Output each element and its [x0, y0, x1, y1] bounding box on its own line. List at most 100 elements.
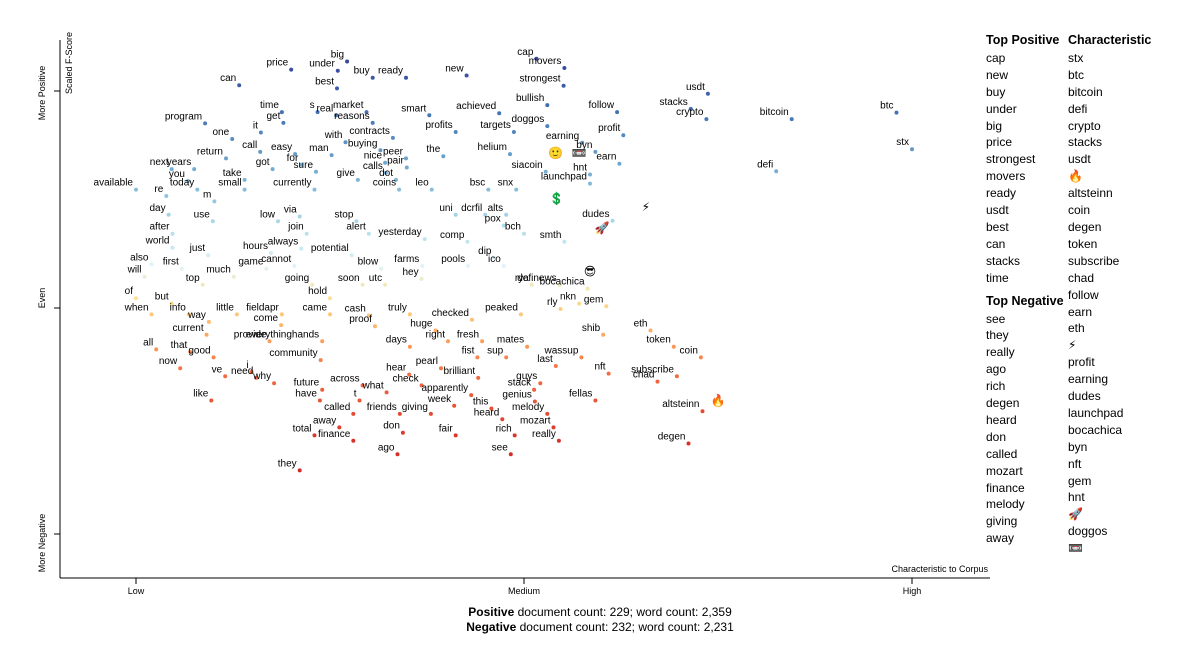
characteristic-item[interactable]: profit [1068, 355, 1095, 370]
term-label[interactable]: world [145, 236, 170, 247]
top-positive-item[interactable]: price [986, 135, 1013, 150]
top-positive-item[interactable]: new [986, 67, 1009, 82]
term-label[interactable]: what [361, 380, 383, 391]
term-label[interactable]: rya [515, 273, 529, 284]
term-point[interactable] [483, 212, 488, 217]
term-point[interactable] [420, 264, 425, 268]
term-point[interactable] [312, 187, 317, 192]
term-point[interactable] [407, 344, 412, 349]
term-point[interactable] [774, 169, 779, 174]
term-label[interactable]: subscribe [631, 364, 674, 375]
term-label[interactable]: utc [369, 273, 382, 284]
emoji-point[interactable]: 💲 [549, 192, 564, 206]
term-label[interactable]: now [159, 356, 178, 367]
term-point[interactable] [504, 212, 509, 217]
term-label[interactable]: top [186, 273, 200, 284]
term-point[interactable] [249, 369, 254, 374]
term-point[interactable] [557, 282, 562, 287]
term-label[interactable]: ico [488, 254, 501, 265]
term-point[interactable] [297, 214, 302, 219]
term-point[interactable] [242, 177, 247, 182]
top-negative-item[interactable]: they [986, 328, 1009, 343]
term-point[interactable] [545, 124, 550, 129]
term-label[interactable]: cap [517, 47, 534, 58]
term-label[interactable]: heard [474, 407, 500, 418]
term-point[interactable] [195, 187, 200, 192]
term-label[interactable]: come [254, 313, 279, 324]
term-label[interactable]: real [317, 103, 334, 114]
term-point[interactable] [149, 262, 154, 267]
term-label[interactable]: this [473, 397, 489, 408]
term-label[interactable]: rly [547, 297, 558, 308]
term-point[interactable] [299, 162, 304, 167]
term-point[interactable] [404, 156, 408, 161]
term-point[interactable] [525, 344, 530, 349]
term-label[interactable]: also [130, 252, 149, 263]
term-point[interactable] [360, 282, 365, 287]
term-label[interactable]: easy [271, 142, 292, 153]
top-positive-item[interactable]: cap [986, 50, 1006, 65]
term-label[interactable]: man [309, 143, 328, 154]
term-label[interactable]: check [392, 373, 419, 384]
term-label[interactable]: snx [498, 178, 514, 189]
term-point[interactable] [534, 56, 539, 61]
term-label[interactable]: that [171, 340, 188, 351]
term-label[interactable]: byn [576, 140, 592, 151]
characteristic-item[interactable]: subscribe [1068, 253, 1120, 268]
term-point[interactable] [206, 253, 211, 258]
term-label[interactable]: gem [584, 294, 603, 305]
term-point[interactable] [655, 379, 660, 384]
term-label[interactable]: fist [462, 345, 475, 356]
top-positive-item[interactable]: best [986, 219, 1009, 234]
term-point[interactable] [556, 438, 561, 443]
term-point[interactable] [269, 251, 273, 255]
term-point[interactable] [522, 231, 526, 236]
term-label[interactable]: one [213, 127, 230, 138]
term-point[interactable] [357, 398, 362, 403]
term-label[interactable]: cash [345, 304, 366, 315]
term-label[interactable]: total [293, 423, 312, 434]
term-point[interactable] [203, 121, 208, 126]
term-point[interactable] [343, 140, 348, 145]
term-point[interactable] [562, 66, 567, 70]
characteristic-item[interactable]: stx [1068, 50, 1084, 65]
term-label[interactable]: info [170, 302, 187, 313]
term-point[interactable] [395, 452, 400, 457]
term-label[interactable]: join [287, 222, 304, 233]
term-point[interactable] [561, 83, 566, 88]
term-point[interactable] [178, 366, 183, 371]
term-point[interactable] [419, 383, 424, 388]
characteristic-item[interactable]: nft [1068, 456, 1082, 471]
term-point[interactable] [234, 312, 239, 317]
term-point[interactable] [134, 187, 138, 192]
term-point[interactable] [500, 417, 505, 422]
term-label[interactable]: today [170, 178, 194, 189]
top-negative-item[interactable]: don [986, 429, 1007, 444]
top-positive-item[interactable]: ready [986, 186, 1017, 201]
term-label[interactable]: token [646, 335, 670, 346]
term-label[interactable]: buying [348, 138, 377, 149]
term-point[interactable] [476, 375, 481, 380]
term-point[interactable] [441, 154, 446, 159]
term-label[interactable]: reasons [334, 111, 370, 122]
term-point[interactable] [351, 438, 356, 443]
term-label[interactable]: currently [273, 178, 311, 189]
term-point[interactable] [258, 130, 263, 135]
term-label[interactable]: week [427, 394, 452, 405]
term-label[interactable]: rich [496, 423, 512, 434]
term-point[interactable] [704, 117, 709, 122]
term-label[interactable]: leo [415, 178, 429, 189]
term-point[interactable] [397, 411, 402, 416]
term-point[interactable] [606, 371, 611, 376]
term-label[interactable]: bsc [470, 178, 486, 189]
term-label[interactable]: uni [439, 203, 452, 214]
term-point[interactable] [404, 165, 409, 170]
term-label[interactable]: provide [234, 329, 267, 340]
term-point[interactable] [169, 167, 174, 172]
term-label[interactable]: helium [478, 142, 507, 153]
term-point[interactable] [910, 147, 914, 152]
term-point[interactable] [469, 393, 474, 398]
term-point[interactable] [267, 339, 272, 344]
emoji-point[interactable]: 📼 [572, 146, 587, 160]
term-label[interactable]: coin [680, 345, 698, 356]
